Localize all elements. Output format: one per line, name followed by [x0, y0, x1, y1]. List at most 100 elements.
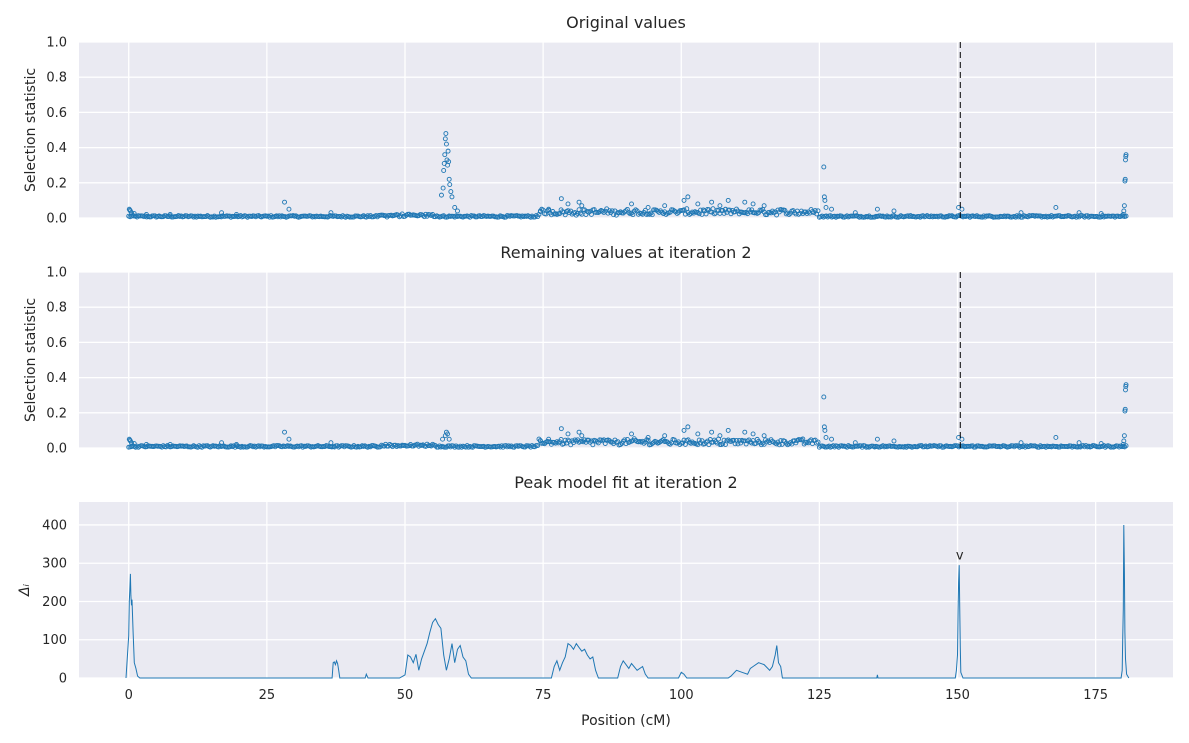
data-point: [1122, 176, 1128, 182]
data-point: [440, 185, 446, 191]
data-point: [629, 201, 634, 207]
data-point: [761, 203, 767, 209]
data-point: [829, 206, 834, 212]
y-tick-labels: 0.0 0.2 0.4 0.6 0.8 1.0: [46, 266, 67, 457]
data-point: [774, 212, 780, 218]
data-point: [579, 203, 585, 209]
data-point: [717, 433, 723, 439]
data-point: [576, 429, 582, 435]
data-point: [446, 176, 452, 182]
data-point: [1123, 387, 1128, 393]
data-point: [749, 207, 755, 213]
data-point: [590, 442, 596, 448]
data-point: [1073, 214, 1079, 220]
data-point: [620, 210, 626, 216]
data-point: [441, 168, 447, 173]
data-point: [681, 197, 687, 203]
data-point: [572, 210, 578, 215]
data-point: [1121, 203, 1127, 209]
data-point: [1123, 152, 1129, 158]
data-point: [760, 440, 766, 446]
data-point: [822, 427, 828, 433]
data-point: [286, 436, 292, 442]
data-point: [445, 431, 450, 437]
data-point: [600, 208, 605, 214]
data-point: [874, 206, 880, 212]
data-point: [662, 433, 668, 439]
panel-title: Original values: [566, 13, 686, 32]
plot-background: [79, 502, 1173, 678]
data-point: [815, 439, 821, 445]
data-point: [503, 443, 509, 449]
data-point: [363, 214, 369, 220]
data-point: [642, 207, 648, 213]
data-point: [1123, 382, 1129, 388]
data-point: [681, 207, 687, 213]
gridlines: [79, 41, 1173, 219]
data-point: [589, 211, 594, 217]
data-point: [688, 210, 694, 216]
peak-marker: v: [956, 548, 964, 563]
data-point: [1025, 214, 1031, 220]
data-point: [537, 438, 543, 444]
data-point: [447, 182, 453, 188]
data-point: [167, 442, 173, 447]
data-point: [776, 442, 782, 448]
y-tick-label: 1.0: [46, 266, 67, 281]
data-point: [553, 440, 559, 446]
y-tick-label: 1.0: [46, 36, 67, 51]
data-point: [449, 194, 455, 200]
data-point: [714, 440, 720, 446]
x-axis-label: Position (cM): [581, 713, 671, 729]
panel-remaining-values: 0.0 0.2 0.4 0.6 0.8 1.0 Remaining values at i…: [23, 243, 1173, 457]
x-tick-label: 0: [125, 688, 133, 703]
y-tick-label: 0.0: [46, 442, 67, 457]
data-point: [709, 429, 715, 435]
data-point: [645, 204, 651, 210]
data-point: [443, 141, 449, 147]
data-point: [448, 189, 454, 195]
model-fit-line: [125, 524, 1130, 679]
data-point: [695, 201, 701, 207]
data-point: [829, 436, 834, 442]
data-point: [1076, 210, 1082, 216]
x-tick-labels: 0 25 50 75 100 125 150 175: [125, 688, 1108, 703]
data-point: [761, 433, 767, 439]
data-point: [282, 429, 287, 435]
data-point: [685, 194, 691, 200]
y-tick-label: 0.4: [46, 371, 67, 386]
peak-marker-label: v: [956, 548, 964, 563]
plot-background: [79, 272, 1173, 448]
y-axis-label: Selection statistic: [23, 68, 39, 192]
data-point: [537, 208, 543, 214]
data-point: [1121, 438, 1127, 444]
data-point: [815, 208, 821, 214]
data-point: [710, 206, 716, 212]
data-point: [823, 204, 829, 210]
data-point: [786, 441, 792, 447]
gridlines: [79, 271, 1173, 449]
data-point: [1053, 434, 1059, 440]
data-point: [891, 208, 897, 214]
y-tick-label: 0: [59, 672, 67, 687]
data-point: [1013, 214, 1018, 220]
data-point: [234, 212, 239, 217]
data-point: [1122, 444, 1128, 450]
data-point: [328, 210, 334, 216]
data-point: [685, 437, 691, 443]
data-point: [1014, 213, 1020, 219]
data-point: [1121, 433, 1127, 439]
y-tick-labels: 0.0 0.2 0.4 0.6 0.8 1.0: [46, 36, 67, 227]
data-point: [1098, 441, 1104, 447]
data-point: [626, 210, 632, 215]
data-point: [143, 442, 149, 447]
data-point: [761, 441, 767, 447]
x-tick-label: 125: [807, 688, 832, 703]
data-point: [891, 438, 897, 444]
data-point: [282, 199, 287, 205]
x-tick-label: 50: [397, 688, 414, 703]
data-point: [613, 212, 619, 218]
data-point: [709, 199, 715, 205]
data-point: [576, 199, 582, 205]
data-point: [979, 214, 985, 220]
